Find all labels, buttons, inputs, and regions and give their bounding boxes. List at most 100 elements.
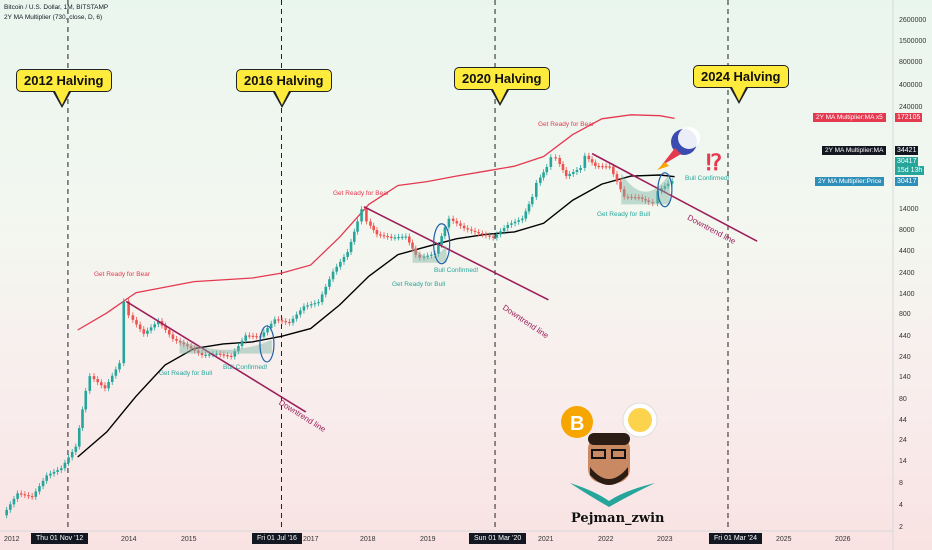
- countdown-tag: 15d 13h: [895, 166, 925, 175]
- ma-value-tag: 34421: [895, 146, 919, 155]
- halving-2016-label: 2016 Halving: [236, 69, 332, 108]
- y-tick: 8000: [899, 227, 915, 234]
- candle: [407, 236, 411, 243]
- bull-ellipse-0: [259, 325, 275, 363]
- x-tick: 2012: [4, 536, 20, 543]
- candle: [142, 329, 146, 334]
- downtrend-line-2: [591, 152, 758, 242]
- candle: [601, 166, 604, 168]
- thinking-face-icon: [628, 408, 652, 432]
- y-tick: 14000: [899, 206, 919, 213]
- candle: [564, 170, 568, 177]
- candle: [67, 457, 70, 463]
- halving-date-2016: Fri 01 Jul '16: [252, 533, 302, 544]
- candle: [558, 157, 562, 164]
- candle: [411, 242, 414, 249]
- candle: [369, 221, 372, 226]
- candle: [506, 224, 510, 229]
- candle: [422, 256, 426, 258]
- candle: [571, 172, 575, 175]
- candle: [622, 189, 626, 197]
- annotation-confirm-1: Bull Confirmed!: [223, 364, 268, 371]
- candle: [171, 334, 175, 339]
- candle: [549, 157, 553, 167]
- candle: [633, 197, 637, 199]
- candle: [455, 221, 459, 224]
- candle: [229, 355, 233, 358]
- candle: [88, 376, 92, 391]
- candle: [9, 504, 12, 510]
- candle: [70, 451, 74, 458]
- y-tick: 440: [899, 333, 911, 340]
- candle: [122, 301, 126, 364]
- candle: [561, 163, 565, 171]
- candle: [45, 475, 49, 481]
- candle: [328, 279, 331, 287]
- candle: [480, 233, 484, 235]
- candle: [288, 321, 291, 324]
- indicator-title: 2Y MA Multiplier (730, close, D, 6): [4, 14, 103, 21]
- candle: [114, 369, 118, 376]
- candle: [608, 166, 611, 168]
- halving-2020-label: 2020 Halving: [454, 67, 550, 106]
- x-tick: 2025: [776, 536, 792, 543]
- annotation-bear-3: Get Ready for Bear: [538, 121, 594, 128]
- candle: [386, 235, 389, 238]
- author-name: Pejman_zwin: [571, 511, 665, 526]
- candle: [443, 227, 447, 237]
- ma-x5-label-tag: 2Y MA Multiplier:MA x5: [813, 113, 886, 122]
- candle: [597, 165, 601, 168]
- candle: [226, 355, 229, 357]
- y-tick: 1500000: [899, 38, 927, 45]
- candle: [510, 223, 513, 225]
- candle: [375, 230, 379, 235]
- candle: [52, 471, 56, 474]
- candle: [663, 186, 667, 189]
- y-tick: 14: [899, 458, 907, 465]
- candle: [63, 462, 67, 469]
- annotation-bull-3: Get Ready for Bull: [597, 211, 651, 218]
- candle: [524, 211, 528, 219]
- candle: [517, 220, 520, 222]
- y-tick: 800000: [899, 59, 923, 66]
- candle: [379, 234, 382, 236]
- x-tick: 2019: [420, 536, 436, 543]
- candle: [157, 321, 160, 325]
- candle: [38, 486, 41, 492]
- candle: [440, 236, 443, 245]
- candle: [640, 197, 644, 199]
- candle: [666, 183, 670, 187]
- candle: [670, 181, 674, 184]
- candle: [34, 491, 38, 497]
- candle: [324, 286, 328, 295]
- candle: [317, 302, 320, 304]
- candle: [197, 350, 200, 353]
- candle: [470, 229, 473, 231]
- candle: [19, 493, 23, 495]
- candle: [575, 169, 579, 173]
- candle: [131, 315, 135, 320]
- candle: [81, 409, 84, 429]
- candle: [138, 324, 142, 330]
- candle: [389, 236, 393, 239]
- candle: [513, 221, 517, 224]
- candle: [16, 493, 19, 499]
- candle: [291, 318, 295, 323]
- y-tick: 2400: [899, 270, 915, 277]
- candle: [430, 254, 433, 256]
- candle: [656, 191, 659, 204]
- candle: [27, 495, 30, 497]
- candle: [77, 428, 81, 447]
- candle: [382, 235, 386, 237]
- candle: [127, 301, 130, 316]
- candle: [96, 379, 99, 383]
- candle: [418, 254, 422, 258]
- bull-ellipse-1: [433, 223, 451, 265]
- ma-x5-value-tag: 172105: [895, 113, 923, 122]
- candle: [244, 335, 247, 341]
- candle: [204, 354, 207, 356]
- interrobang-icon: ⁉: [706, 150, 723, 175]
- candle: [207, 354, 211, 356]
- candle: [218, 353, 222, 355]
